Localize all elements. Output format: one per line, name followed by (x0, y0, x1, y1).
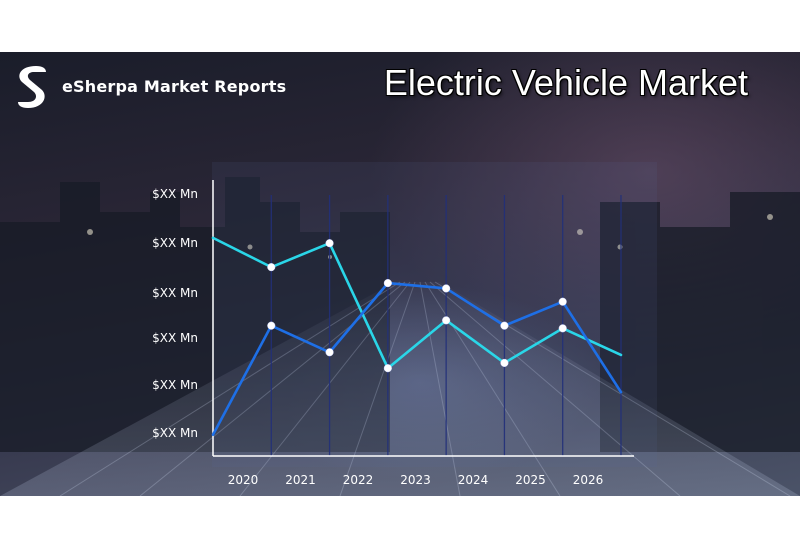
x-tick-labels: 2020 2021 2022 2023 2024 2025 2026 (228, 473, 604, 487)
data-point (267, 321, 276, 330)
data-point (383, 364, 392, 373)
logo[interactable]: eSherpa Market Reports (10, 62, 286, 110)
x-tick-label: 2025 (515, 473, 546, 487)
data-point (558, 297, 567, 306)
banner-title: Electric Vehicle Market (383, 62, 748, 103)
data-point (500, 321, 509, 330)
y-tick-label: $XX Mn (152, 236, 198, 250)
x-tick-label: 2023 (400, 473, 431, 487)
esherpa-logo-icon (18, 66, 46, 108)
y-tick-label: $XX Mn (152, 286, 198, 300)
y-tick-label: $XX Mn (152, 331, 198, 345)
x-tick-label: 2026 (573, 473, 604, 487)
chart-axes (212, 180, 634, 457)
x-tick-label: 2021 (285, 473, 316, 487)
data-point (325, 348, 334, 357)
x-tick-label: 2020 (228, 473, 259, 487)
data-point (500, 358, 509, 367)
logo-text: eSherpa Market Reports (62, 76, 287, 96)
series-lines (211, 236, 623, 437)
banner-background: eSherpa Market Reports Electric Vehicle … (0, 52, 800, 496)
data-point (267, 263, 276, 272)
series-markers (267, 239, 567, 373)
y-tick-label: $XX Mn (152, 378, 198, 392)
data-point (442, 284, 451, 293)
data-point (325, 239, 334, 248)
x-tick-label: 2024 (458, 473, 489, 487)
vertical-gridlines (270, 195, 622, 456)
city-road-backdrop (0, 162, 800, 496)
y-tick-labels: $XX Mn $XX Mn $XX Mn $XX Mn $XX Mn $XX Mn (152, 187, 198, 440)
y-tick-label: $XX Mn (152, 426, 198, 440)
data-point (558, 324, 567, 333)
data-point (383, 279, 392, 288)
x-tick-label: 2022 (343, 473, 374, 487)
chart-panel (212, 162, 657, 467)
y-tick-label: $XX Mn (152, 187, 198, 201)
series-line-2 (211, 281, 623, 437)
series-line-1 (211, 236, 623, 370)
data-point (442, 316, 451, 325)
